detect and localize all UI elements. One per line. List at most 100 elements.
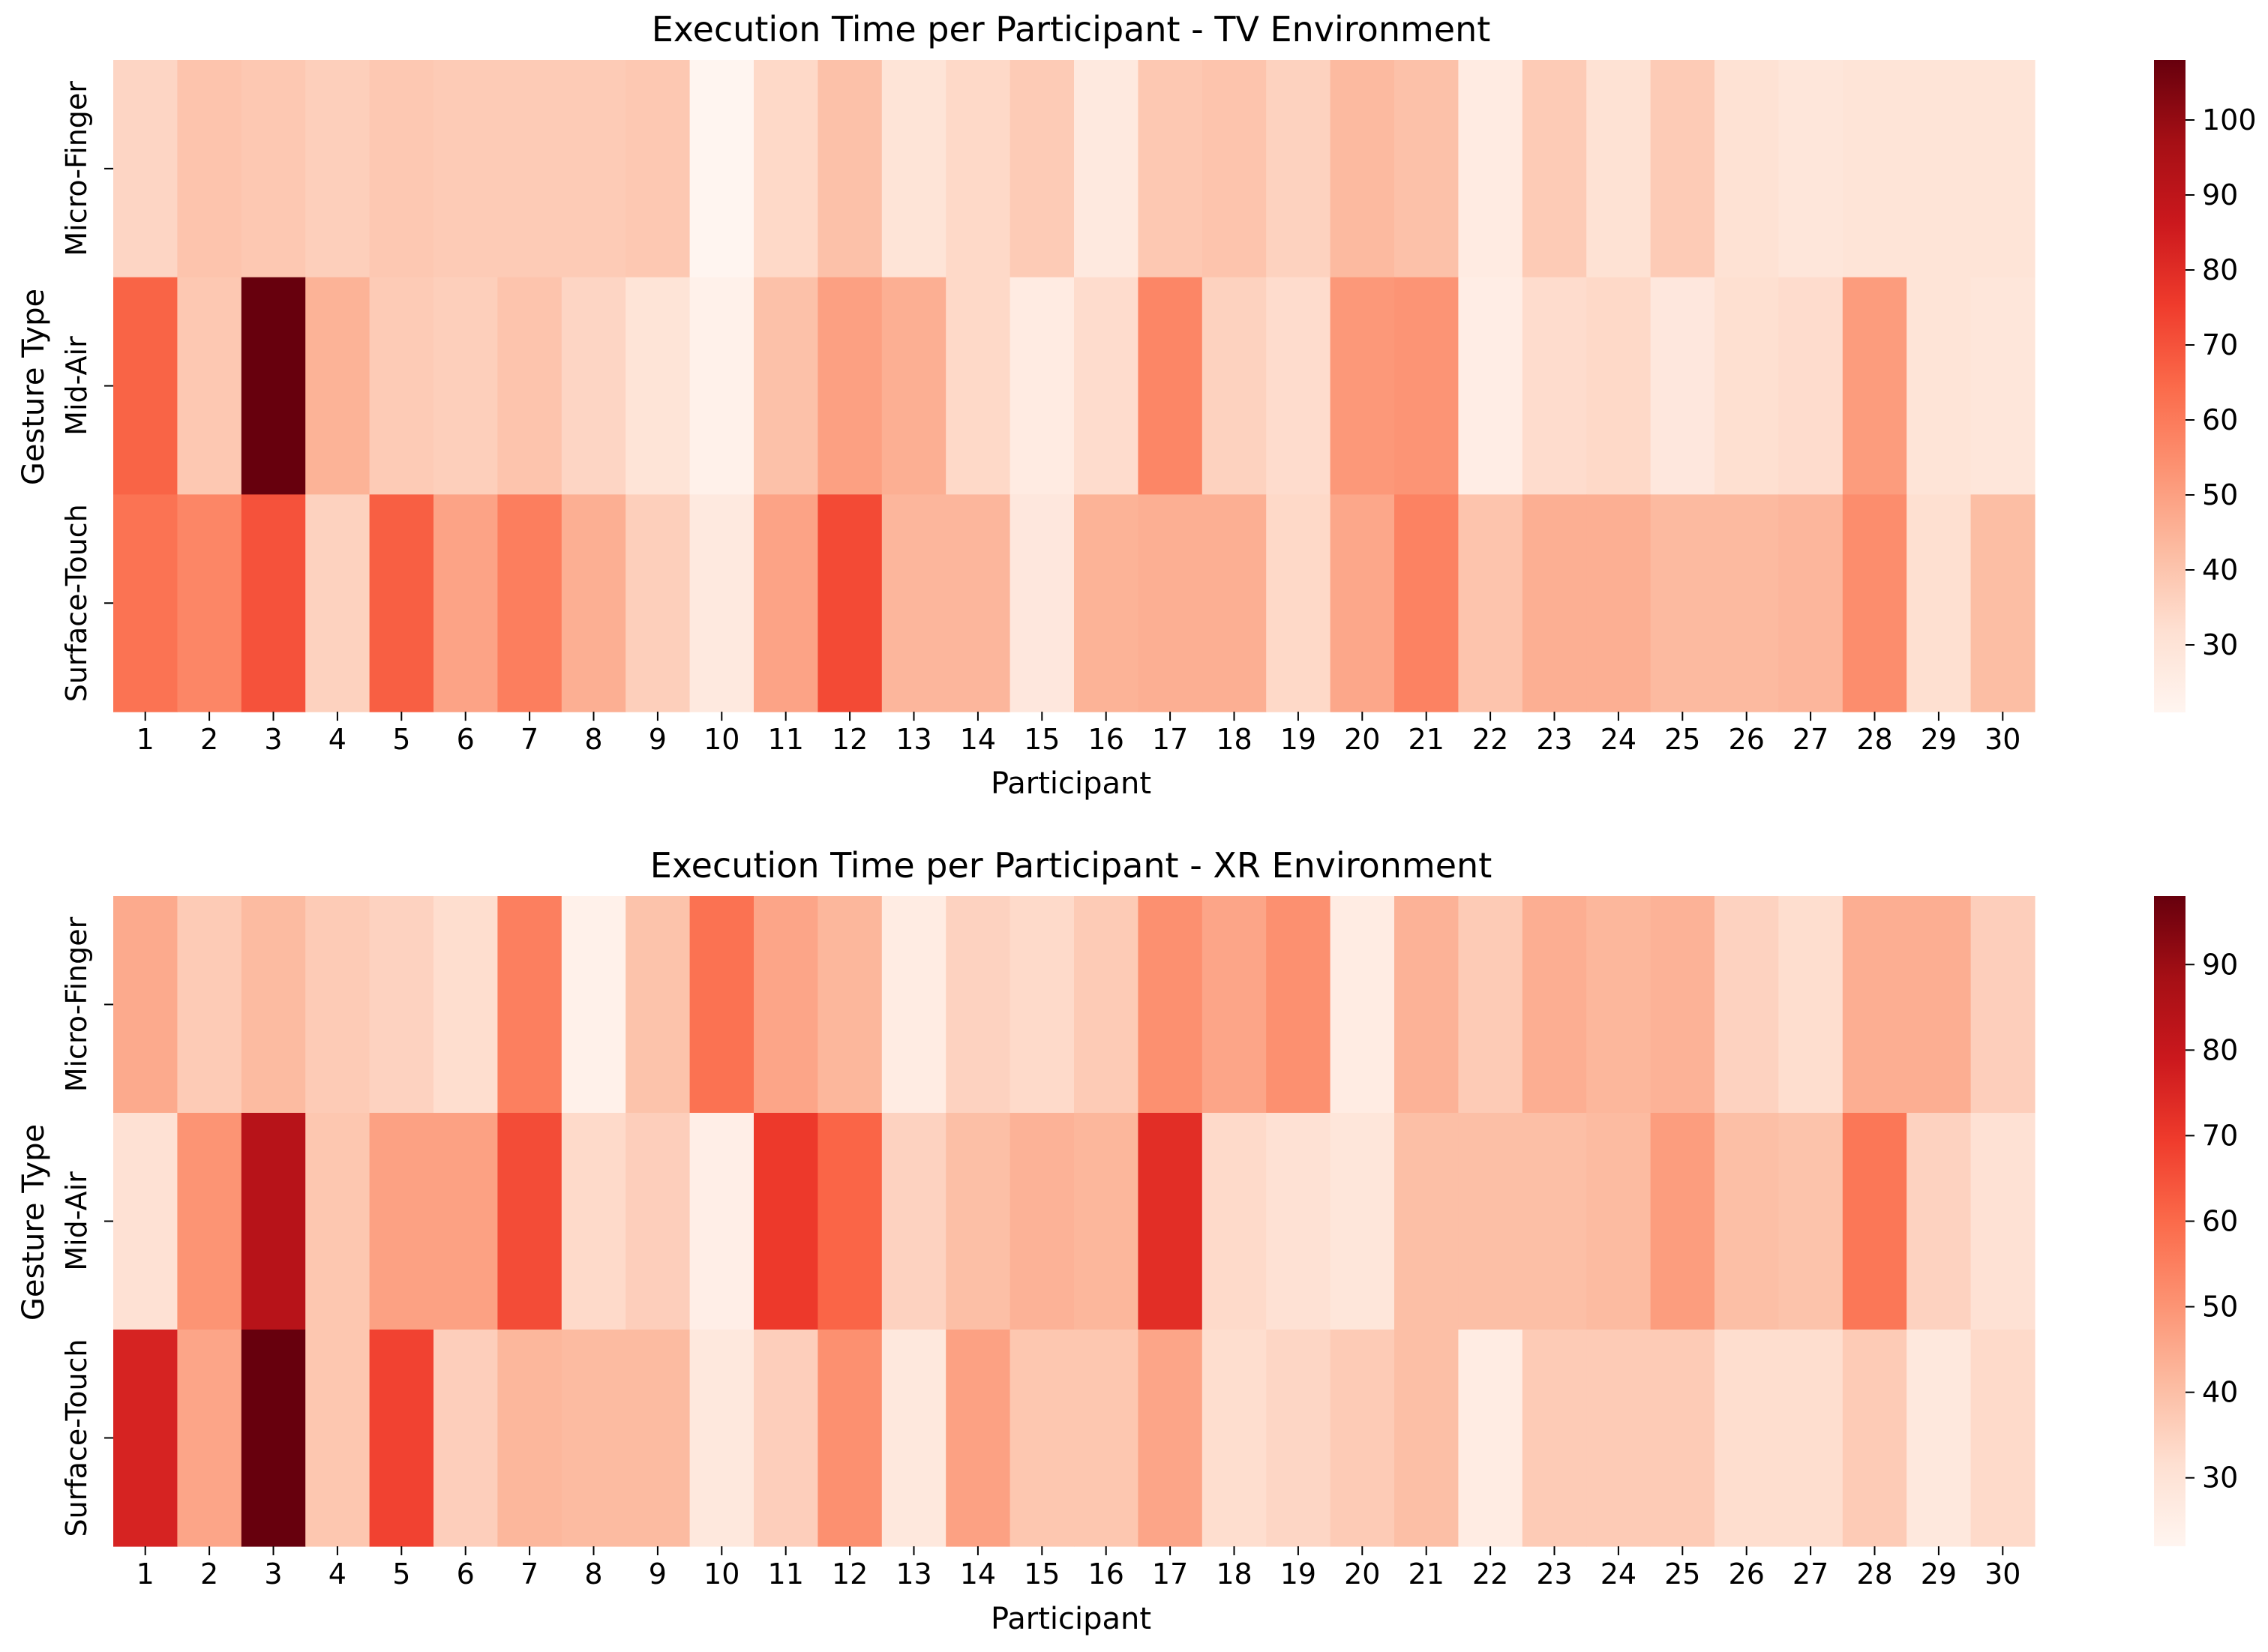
xr-cell-micro-finger-p4: [305, 896, 370, 1114]
xr-cell-mid-air-p18: [1202, 1113, 1267, 1330]
xr-cell-micro-finger-p1: [113, 896, 178, 1114]
xr-cell-mid-air-p6: [434, 1113, 498, 1330]
xr-cell-surface-touch-p16: [1074, 1330, 1138, 1547]
tv-y-tick-label: Micro-Finger: [60, 81, 93, 256]
xr-x-tick-label: 3: [264, 1558, 282, 1591]
xr-cell-surface-touch-p27: [1778, 1330, 1844, 1547]
xr-x-tick-label: 29: [1921, 1558, 1957, 1591]
tv-cell-micro-finger-p1: [113, 60, 178, 278]
tv-cell-mid-air-p25: [1650, 277, 1715, 495]
tv-x-tick-label: 30: [1984, 723, 2020, 756]
tv-cell-surface-touch-p10: [689, 494, 754, 712]
xr-cell-surface-touch-p2: [177, 1330, 242, 1547]
xr-cell-surface-touch-p30: [1970, 1330, 2036, 1547]
tv-x-tick-label: 19: [1280, 723, 1316, 756]
tv-cell-surface-touch-p28: [1842, 494, 1907, 712]
xr-cell-mid-air-p3: [241, 1113, 306, 1330]
tv-x-tick-label: 27: [1792, 723, 1828, 756]
xr-x-tick-label: 11: [768, 1558, 804, 1591]
tv-cell-micro-finger-p23: [1522, 60, 1587, 278]
xr-cell-micro-finger-p29: [1906, 896, 1972, 1114]
tv-x-tick-label: 22: [1472, 723, 1508, 756]
xr-y-tick-label: Mid-Air: [60, 1171, 93, 1271]
tv-x-tick-label: 20: [1344, 723, 1380, 756]
tv-cell-mid-air-p16: [1074, 277, 1138, 495]
xr-x-tick-label: 14: [960, 1558, 996, 1591]
xr-cell-micro-finger-p17: [1138, 896, 1203, 1114]
xr-cell-surface-touch-p29: [1906, 1330, 1972, 1547]
tv-cell-surface-touch-p4: [305, 494, 370, 712]
xr-cell-surface-touch-p21: [1394, 1330, 1459, 1547]
tv-colorbar-tick-label: 30: [2202, 628, 2238, 661]
xr-heatmap-panel: Execution Time per Participant - XR Envi…: [16, 845, 2238, 1636]
tv-cell-surface-touch-p24: [1586, 494, 1652, 712]
xr-cell-micro-finger-p13: [881, 896, 946, 1114]
tv-cell-micro-finger-p8: [561, 60, 626, 278]
tv-cell-mid-air-p3: [241, 277, 306, 495]
xr-cell-mid-air-p16: [1074, 1113, 1138, 1330]
tv-x-axis-label: Participant: [991, 766, 1151, 801]
tv-cell-mid-air-p13: [881, 277, 946, 495]
tv-colorbar: 30 40 50 60 70 80 90 100: [2154, 60, 2257, 712]
tv-colorbar-gradient: [2154, 60, 2186, 712]
xr-y-ticks: Micro-Finger Mid-Air Surface-Touch: [60, 916, 113, 1537]
tv-cell-surface-touch-p3: [241, 494, 306, 712]
xr-cell-micro-finger-p16: [1074, 896, 1138, 1114]
tv-cell-micro-finger-p14: [946, 60, 1011, 278]
xr-x-tick-label: 4: [328, 1558, 346, 1591]
xr-cell-surface-touch-p26: [1714, 1330, 1779, 1547]
tv-cell-mid-air-p15: [1010, 277, 1075, 495]
xr-cell-surface-touch-p23: [1522, 1330, 1587, 1547]
tv-cell-mid-air-p4: [305, 277, 370, 495]
tv-cell-mid-air-p9: [626, 277, 691, 495]
tv-cell-surface-touch-p2: [177, 494, 242, 712]
xr-cell-mid-air-p20: [1330, 1113, 1395, 1330]
xr-cell-surface-touch-p25: [1650, 1330, 1715, 1547]
tv-cell-micro-finger-p13: [881, 60, 946, 278]
tv-y-tick-label: Surface-Touch: [60, 504, 93, 702]
tv-cell-micro-finger-p9: [626, 60, 691, 278]
tv-cell-surface-touch-p23: [1522, 494, 1587, 712]
xr-cell-mid-air-p5: [369, 1113, 434, 1330]
xr-x-tick-label: 10: [704, 1558, 740, 1591]
tv-cell-micro-finger-p3: [241, 60, 306, 278]
tv-cell-mid-air-p21: [1394, 277, 1459, 495]
tv-colorbar-tick-label: 90: [2202, 178, 2238, 211]
tv-cell-micro-finger-p21: [1394, 60, 1459, 278]
tv-x-tick-label: 25: [1664, 723, 1700, 756]
tv-x-tick-label: 21: [1408, 723, 1444, 756]
xr-cell-micro-finger-p12: [818, 896, 883, 1114]
tv-cell-surface-touch-p22: [1458, 494, 1523, 712]
tv-colorbar-tick-label: 60: [2202, 403, 2238, 436]
tv-x-tick-label: 15: [1024, 723, 1060, 756]
tv-cell-mid-air-p11: [754, 277, 818, 495]
tv-colorbar-tick-label: 70: [2202, 328, 2238, 361]
tv-cell-mid-air-p14: [946, 277, 1011, 495]
xr-x-tick-label: 9: [649, 1558, 667, 1591]
xr-cell-surface-touch-p5: [369, 1330, 434, 1547]
tv-cell-micro-finger-p29: [1906, 60, 1972, 278]
xr-cell-mid-air-p12: [818, 1113, 883, 1330]
tv-cell-micro-finger-p11: [754, 60, 818, 278]
xr-cell-micro-finger-p14: [946, 896, 1011, 1114]
xr-cell-mid-air-p7: [497, 1113, 562, 1330]
xr-x-tick-label: 1: [136, 1558, 154, 1591]
xr-cell-micro-finger-p25: [1650, 896, 1715, 1114]
xr-cell-surface-touch-p7: [497, 1330, 562, 1547]
tv-cell-micro-finger-p7: [497, 60, 562, 278]
tv-x-tick-label: 26: [1729, 723, 1765, 756]
xr-cell-micro-finger-p8: [561, 896, 626, 1114]
tv-cell-mid-air-p24: [1586, 277, 1652, 495]
xr-cell-mid-air-p26: [1714, 1113, 1779, 1330]
tv-cell-mid-air-p27: [1778, 277, 1844, 495]
xr-cell-surface-touch-p15: [1010, 1330, 1075, 1547]
tv-cell-surface-touch-p29: [1906, 494, 1972, 712]
tv-x-tick-label: 16: [1088, 723, 1124, 756]
tv-cell-micro-finger-p18: [1202, 60, 1267, 278]
xr-cell-mid-air-p15: [1010, 1113, 1075, 1330]
tv-cell-mid-air-p23: [1522, 277, 1587, 495]
xr-cell-surface-touch-p22: [1458, 1330, 1523, 1547]
xr-cell-micro-finger-p11: [754, 896, 818, 1114]
xr-cell-surface-touch-p18: [1202, 1330, 1267, 1547]
